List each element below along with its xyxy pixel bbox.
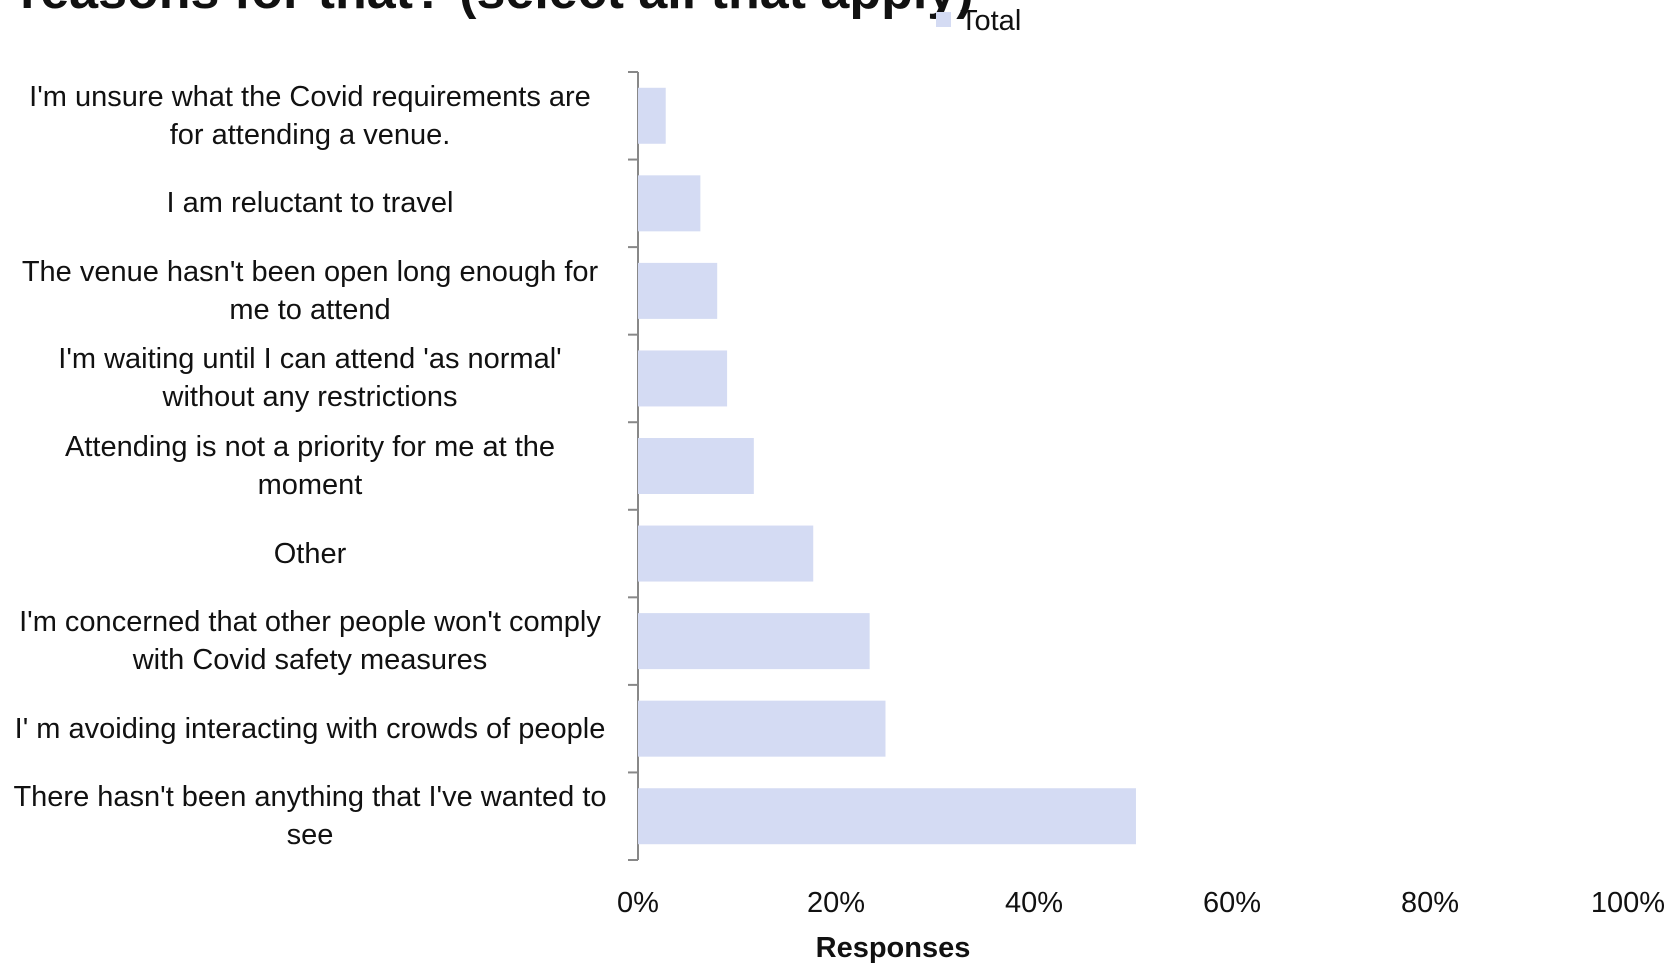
bar [638, 175, 701, 232]
y-tick-label: The venue hasn't been open long enough f… [21, 255, 599, 326]
y-tick-label: I am reluctant to travel [166, 187, 454, 220]
y-tick-label: I'm concerned that other people won't co… [19, 606, 601, 677]
bar [638, 262, 718, 319]
bar [638, 525, 814, 582]
y-tick-label: There hasn't been anything that I've wan… [13, 781, 607, 852]
bar [638, 87, 666, 144]
chart-title: reasons for that? (select all that apply… [20, 0, 974, 20]
y-tick-label: I' m avoiding interacting with crowds of… [14, 712, 606, 745]
x-tick-label: 100% [1591, 887, 1665, 919]
x-tick-label: 60% [1203, 887, 1261, 919]
bar [638, 613, 870, 670]
y-tick-label: I'm waiting until I can attend 'as norma… [58, 343, 562, 414]
y-tick-label: I'm unsure what the Covid requirements a… [29, 80, 591, 151]
bar [638, 700, 886, 757]
y-tick-label: Attending is not a priority for me at th… [64, 430, 556, 501]
bar [638, 438, 754, 494]
x-axis-label: Responses [816, 932, 971, 964]
x-tick-label: 40% [1005, 887, 1063, 919]
bar [638, 788, 1136, 845]
y-tick-label: Other [273, 537, 347, 570]
legend-swatch [936, 12, 951, 27]
x-tick-label: 20% [807, 887, 865, 919]
x-tick-label: 80% [1401, 887, 1459, 919]
bar [638, 350, 728, 407]
x-tick-label: 0% [617, 887, 659, 919]
legend-label: Total [960, 5, 1021, 37]
